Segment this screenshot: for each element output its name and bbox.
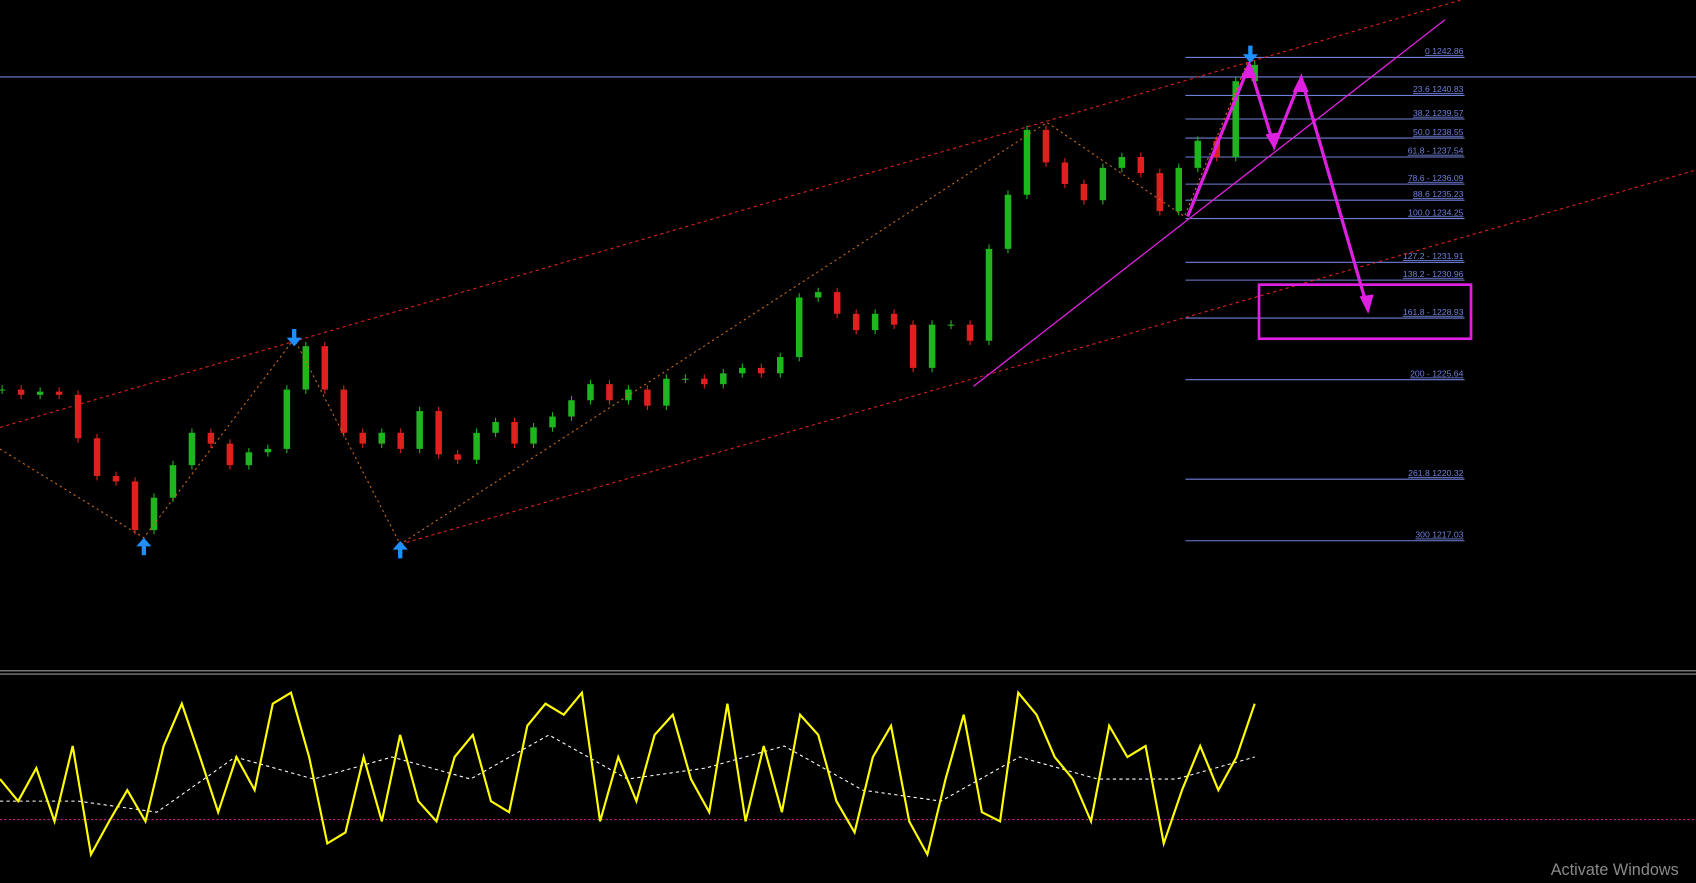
candle bbox=[1042, 129, 1050, 163]
candle bbox=[644, 389, 651, 406]
candle bbox=[701, 378, 708, 385]
fib-label: 38.2 1239.57 bbox=[1413, 108, 1464, 118]
target-zone bbox=[1257, 283, 1473, 341]
fib-label: 161.8 - 1228.93 bbox=[1403, 307, 1464, 317]
fib-label: 61.8 - 1237.54 bbox=[1408, 146, 1464, 156]
candle bbox=[245, 452, 253, 466]
arrow-head bbox=[1292, 74, 1309, 93]
arrow-head bbox=[1265, 132, 1281, 150]
candle bbox=[625, 389, 632, 401]
candle bbox=[340, 389, 348, 433]
candle bbox=[0, 389, 6, 391]
candle bbox=[928, 324, 936, 368]
fib-label: 0 1242.86 bbox=[1425, 46, 1464, 56]
candle bbox=[397, 432, 404, 449]
candle bbox=[947, 324, 955, 326]
fib-label: 138.2 - 1230.96 bbox=[1403, 269, 1464, 279]
candle bbox=[909, 324, 917, 368]
candle bbox=[55, 391, 63, 395]
candle bbox=[264, 448, 272, 453]
candle bbox=[1251, 64, 1258, 82]
candle bbox=[1232, 81, 1239, 157]
fib-label: 200 - 1225.64 bbox=[1410, 368, 1464, 378]
candle bbox=[966, 324, 974, 341]
candle bbox=[1175, 167, 1183, 212]
candle bbox=[985, 248, 993, 341]
fib-label: 100.0 1234.25 bbox=[1408, 207, 1463, 217]
fib-label: 300 1217.03 bbox=[1415, 530, 1463, 540]
candle bbox=[283, 389, 291, 449]
candle bbox=[852, 313, 860, 331]
candle bbox=[1080, 183, 1088, 201]
candle bbox=[93, 438, 101, 477]
up-arrow bbox=[136, 537, 152, 556]
candle bbox=[1118, 156, 1126, 168]
up-arrow bbox=[392, 541, 408, 559]
arrow-head bbox=[1359, 294, 1374, 314]
candle bbox=[739, 367, 746, 374]
candle bbox=[416, 411, 423, 449]
candle bbox=[758, 367, 765, 374]
candle bbox=[321, 346, 329, 390]
candle bbox=[226, 443, 234, 466]
candle bbox=[1137, 156, 1145, 174]
trend-line bbox=[973, 19, 1446, 387]
annotations bbox=[0, 0, 1696, 559]
candle bbox=[568, 400, 575, 417]
fib-label: 78.6 - 1236.09 bbox=[1408, 173, 1464, 183]
candle bbox=[549, 416, 556, 428]
candle bbox=[188, 432, 196, 466]
candle bbox=[1099, 167, 1107, 201]
channel-line bbox=[0, 0, 1461, 428]
candle bbox=[131, 481, 139, 531]
candle bbox=[378, 432, 385, 444]
candle bbox=[890, 313, 898, 325]
candle bbox=[682, 378, 689, 380]
candle bbox=[530, 427, 537, 444]
fib-label: 23.6 1240.83 bbox=[1413, 84, 1464, 94]
candle bbox=[473, 432, 480, 460]
candle bbox=[36, 391, 44, 395]
candle bbox=[720, 373, 727, 385]
candle bbox=[1004, 194, 1012, 249]
candle bbox=[1023, 129, 1031, 195]
candle bbox=[833, 292, 841, 314]
candle bbox=[207, 432, 215, 444]
candle bbox=[663, 378, 670, 406]
candle bbox=[74, 394, 82, 439]
candle bbox=[112, 476, 120, 482]
candle bbox=[302, 346, 310, 390]
candle bbox=[454, 454, 461, 460]
candle bbox=[435, 411, 442, 455]
candle bbox=[814, 292, 822, 298]
candle bbox=[871, 313, 879, 331]
arrow-head bbox=[1240, 60, 1257, 79]
candle bbox=[492, 421, 499, 433]
candle bbox=[587, 384, 594, 401]
candle bbox=[606, 384, 613, 401]
candle bbox=[150, 497, 158, 531]
candle bbox=[1156, 173, 1164, 212]
fib-label: 88.6 1235.23 bbox=[1413, 189, 1464, 199]
zigzag bbox=[0, 57, 1250, 546]
candle bbox=[1194, 140, 1202, 168]
candle bbox=[1061, 162, 1069, 184]
candle bbox=[777, 357, 784, 374]
candle bbox=[795, 297, 803, 358]
candle bbox=[359, 432, 366, 444]
fib-label: 127.2 - 1231.91 bbox=[1403, 251, 1464, 261]
oscillator-line bbox=[0, 690, 1256, 858]
fib-label: 50.0 1238.55 bbox=[1413, 127, 1464, 137]
candle bbox=[511, 421, 518, 444]
candle bbox=[169, 465, 177, 498]
watermark: Activate Windows bbox=[1551, 861, 1679, 879]
candle bbox=[17, 389, 25, 395]
fib-label: 261.8 1220.32 bbox=[1408, 468, 1463, 478]
down-arrow bbox=[286, 329, 302, 347]
channel-line bbox=[400, 169, 1696, 545]
